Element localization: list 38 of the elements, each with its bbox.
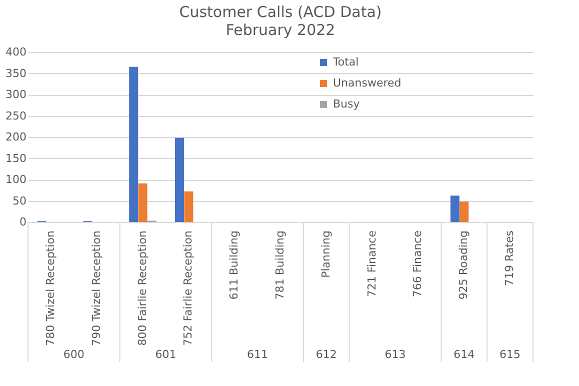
text: 614 xyxy=(454,348,475,361)
legend-label: Unanswered xyxy=(333,76,402,90)
chart-title: Customer Calls (ACD Data) xyxy=(179,3,382,21)
text: 613 xyxy=(384,348,406,361)
x-tick-label: 721 Finance xyxy=(365,230,378,298)
bar xyxy=(138,183,148,222)
x-tick-label: 781 Building xyxy=(274,230,286,300)
text: 601 xyxy=(155,348,176,361)
y-tick-label: 400 xyxy=(6,46,26,58)
x-tick-label: 925 Roading xyxy=(457,230,470,300)
x-tick-label: 752 Fairlie Reception xyxy=(182,230,195,346)
x-tick-label: 790 Twizel Reception xyxy=(90,230,103,346)
bar xyxy=(175,138,184,222)
y-tick-label: 50 xyxy=(12,194,26,208)
legend-label: Total xyxy=(332,56,359,68)
text: 600 xyxy=(63,348,84,361)
x-tick-label: 766 Finance xyxy=(411,230,424,298)
y-tick-label: 200 xyxy=(6,130,26,144)
x-tick-label: Planning xyxy=(319,230,332,278)
chart-subtitle: February 2022 xyxy=(226,21,336,39)
x-tick-label: 719 Rates xyxy=(503,230,516,286)
bar xyxy=(450,196,460,222)
text: 615 xyxy=(500,348,521,361)
text: 612 xyxy=(316,348,337,361)
y-tick-label: 350 xyxy=(6,66,26,80)
y-tick-label: 150 xyxy=(6,152,26,165)
x-tick-label: 611 Building xyxy=(228,230,241,300)
y-tick-label: 300 xyxy=(6,88,26,101)
bar xyxy=(184,191,194,222)
x-tick-label: 780 Twizel Reception xyxy=(44,230,57,346)
bar xyxy=(460,202,469,222)
bar xyxy=(129,66,138,222)
y-tick-label: 0 xyxy=(20,216,26,228)
y-tick-label: 100 xyxy=(6,173,26,186)
text: 611 xyxy=(247,348,268,361)
y-tick-label: 250 xyxy=(6,109,26,122)
legend-label: Busy xyxy=(333,98,360,110)
x-tick-label: 800 Fairlie Reception xyxy=(136,230,149,346)
